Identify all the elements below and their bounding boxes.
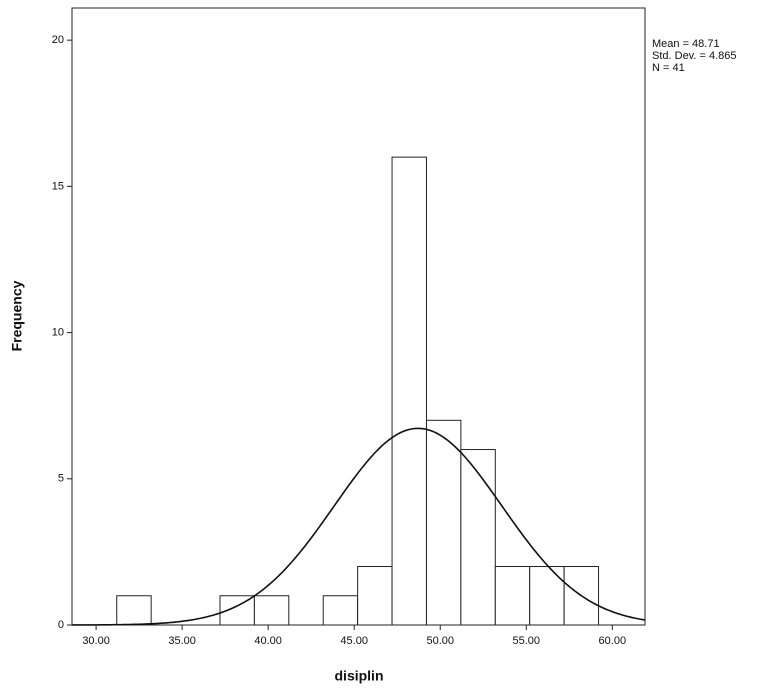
histogram-bar (391, 156, 427, 626)
y-tick-label: 15 (52, 180, 64, 192)
histogram-bar (425, 419, 462, 626)
y-tick-label: 10 (52, 326, 64, 338)
histogram-bar (116, 595, 152, 626)
histogram-bar (460, 449, 496, 626)
histogram-bar (529, 566, 565, 626)
y-axis-title: Frequency (9, 280, 25, 351)
x-tick-label: 60.00 (599, 635, 627, 647)
normal-curve (72, 427, 646, 626)
plot-frame (71, 7, 646, 626)
x-tick-label: 45.00 (340, 635, 368, 647)
x-tick-label: 50.00 (426, 635, 454, 647)
x-axis-title: disiplin (335, 668, 384, 684)
x-tick-label: 40.00 (254, 635, 282, 647)
histogram-bar (322, 595, 359, 626)
stat-mean: Mean = 48.71 (652, 38, 720, 50)
histogram-bar (494, 566, 531, 626)
y-tick-label: 5 (58, 473, 64, 485)
x-tick-label: 55.00 (513, 635, 541, 647)
x-tick-label: 35.00 (168, 635, 196, 647)
y-tick-label: 0 (58, 619, 64, 631)
stat-n: N = 41 (652, 62, 685, 74)
stat-std-dev: Std. Dev. = 4.865 (652, 50, 737, 62)
x-tick-label: 30.00 (82, 635, 110, 647)
y-tick-label: 20 (52, 34, 64, 46)
histogram-bar (253, 595, 290, 626)
histogram-bar (357, 566, 393, 626)
